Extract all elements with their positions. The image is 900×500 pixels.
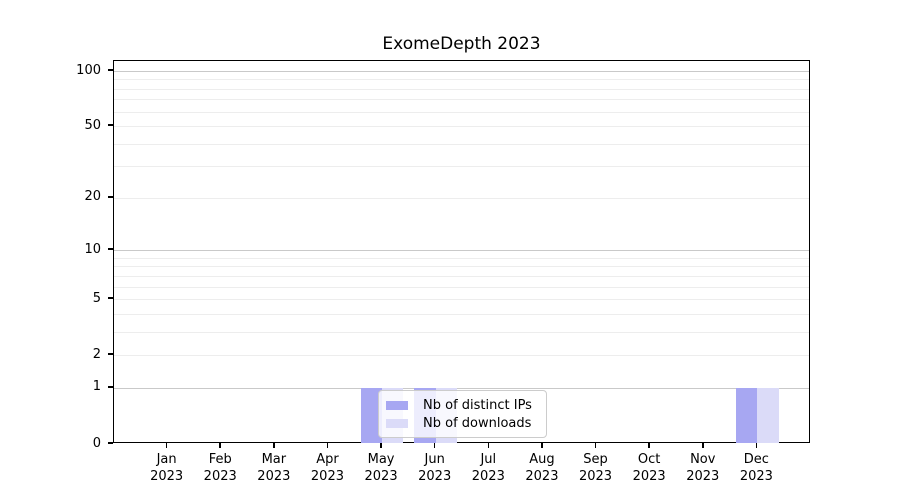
- x-tick-year: 2023: [150, 469, 184, 484]
- x-tick-label: Sep 2023: [566, 451, 626, 485]
- legend-row: Nb of downloads: [386, 414, 538, 432]
- x-tick-label: Jan 2023: [137, 451, 197, 485]
- x-tick-year: 2023: [686, 469, 720, 484]
- gridline-major: [114, 71, 809, 72]
- x-tick-label: Mar 2023: [244, 451, 304, 485]
- legend: Nb of distinct IPs Nb of downloads: [378, 390, 547, 438]
- x-tick: [165, 443, 168, 448]
- gridline-minor: [114, 266, 809, 268]
- x-tick-month: Jan: [156, 452, 177, 467]
- x-tick: [433, 443, 436, 448]
- x-tick: [380, 443, 382, 448]
- gridline-minor: [114, 299, 809, 301]
- x-tick-year: 2023: [632, 469, 666, 484]
- x-tick: [755, 443, 758, 448]
- y-tick-label: 5: [92, 290, 101, 306]
- x-tick: [541, 443, 543, 448]
- gridline-minor: [114, 166, 809, 168]
- x-tick-month: Nov: [690, 452, 716, 467]
- x-tick: [701, 443, 704, 448]
- x-tick-month: Dec: [743, 452, 769, 467]
- x-tick-year: 2023: [364, 469, 398, 484]
- legend-label: Nb of downloads: [423, 415, 532, 431]
- x-tick: [219, 443, 222, 448]
- x-tick-year: 2023: [578, 469, 613, 484]
- y-tick-label: 0: [92, 435, 101, 451]
- x-tick-label: Oct 2023: [619, 451, 679, 485]
- x-tick: [594, 443, 597, 448]
- x-tick-label: Jun 2023: [405, 451, 465, 485]
- gridline-minor: [114, 257, 809, 259]
- gridline-minor: [114, 286, 809, 288]
- gridline-minor: [114, 99, 809, 101]
- x-tick-year: 2023: [471, 469, 505, 484]
- x-tick-month: Mar: [261, 452, 287, 467]
- gridline-major: [114, 387, 809, 389]
- y-tick: [108, 353, 113, 355]
- x-tick: [648, 443, 650, 448]
- gridline-minor: [114, 143, 809, 145]
- gridline-minor: [114, 79, 809, 81]
- x-tick-label: Apr 2023: [297, 451, 357, 485]
- gridline-minor: [114, 275, 809, 277]
- y-tick-label: 100: [76, 62, 101, 78]
- x-tick-label: Nov 2023: [673, 451, 733, 485]
- gridline-minor: [114, 197, 809, 199]
- x-tick-month: May: [367, 452, 395, 467]
- y-tick-label: 50: [84, 117, 101, 133]
- plot-area: [113, 60, 810, 443]
- y-tick: [108, 69, 113, 71]
- gridline-minor: [114, 126, 809, 128]
- x-tick-month: Feb: [208, 452, 232, 467]
- x-tick-label: Feb 2023: [190, 451, 250, 485]
- x-tick-month: Jul: [480, 452, 497, 467]
- gridline-minor: [114, 331, 809, 333]
- y-tick-label: 2: [92, 346, 101, 362]
- bar-distinct-ips: [735, 387, 758, 443]
- y-tick: [108, 196, 113, 198]
- x-tick-year: 2023: [739, 469, 773, 484]
- y-tick-label: 10: [84, 241, 101, 257]
- y-tick-label: 1: [92, 379, 101, 395]
- x-tick-month: Jun: [424, 452, 445, 467]
- x-tick-year: 2023: [310, 469, 344, 484]
- gridline-minor: [114, 111, 809, 113]
- x-tick: [326, 443, 329, 448]
- legend-swatch: [386, 400, 408, 410]
- x-tick-month: Sep: [583, 452, 608, 467]
- x-tick-year: 2023: [203, 469, 237, 484]
- gridline-minor: [114, 355, 809, 357]
- x-tick-label: Dec 2023: [726, 451, 786, 485]
- x-tick-label: May 2023: [351, 451, 411, 485]
- y-tick-label: 20: [84, 189, 101, 205]
- x-tick-year: 2023: [257, 469, 291, 484]
- x-tick-month: Apr: [316, 452, 339, 467]
- gridline-minor: [114, 88, 809, 90]
- legend-swatch: [386, 418, 408, 428]
- y-tick: [108, 386, 113, 388]
- x-tick-year: 2023: [525, 469, 559, 484]
- y-tick: [108, 297, 113, 299]
- bar-downloads: [757, 387, 779, 443]
- x-tick: [273, 443, 275, 448]
- legend-label: Nb of distinct IPs: [423, 397, 532, 413]
- x-tick-month: Oct: [637, 452, 661, 467]
- x-tick-label: Jul 2023: [458, 451, 518, 485]
- x-tick-year: 2023: [418, 469, 452, 484]
- chart-title: ExomeDepth 2023: [382, 34, 541, 54]
- legend-row: Nb of distinct IPs: [386, 396, 538, 414]
- gridline-major: [114, 250, 809, 252]
- y-tick: [108, 442, 113, 444]
- bar-distinct-ips: [360, 387, 383, 443]
- y-tick: [108, 124, 113, 127]
- x-tick: [487, 443, 490, 448]
- gridline-minor: [114, 313, 809, 315]
- x-tick-label: Aug 2023: [512, 451, 572, 485]
- y-tick: [108, 248, 113, 250]
- x-tick-month: Aug: [529, 452, 555, 467]
